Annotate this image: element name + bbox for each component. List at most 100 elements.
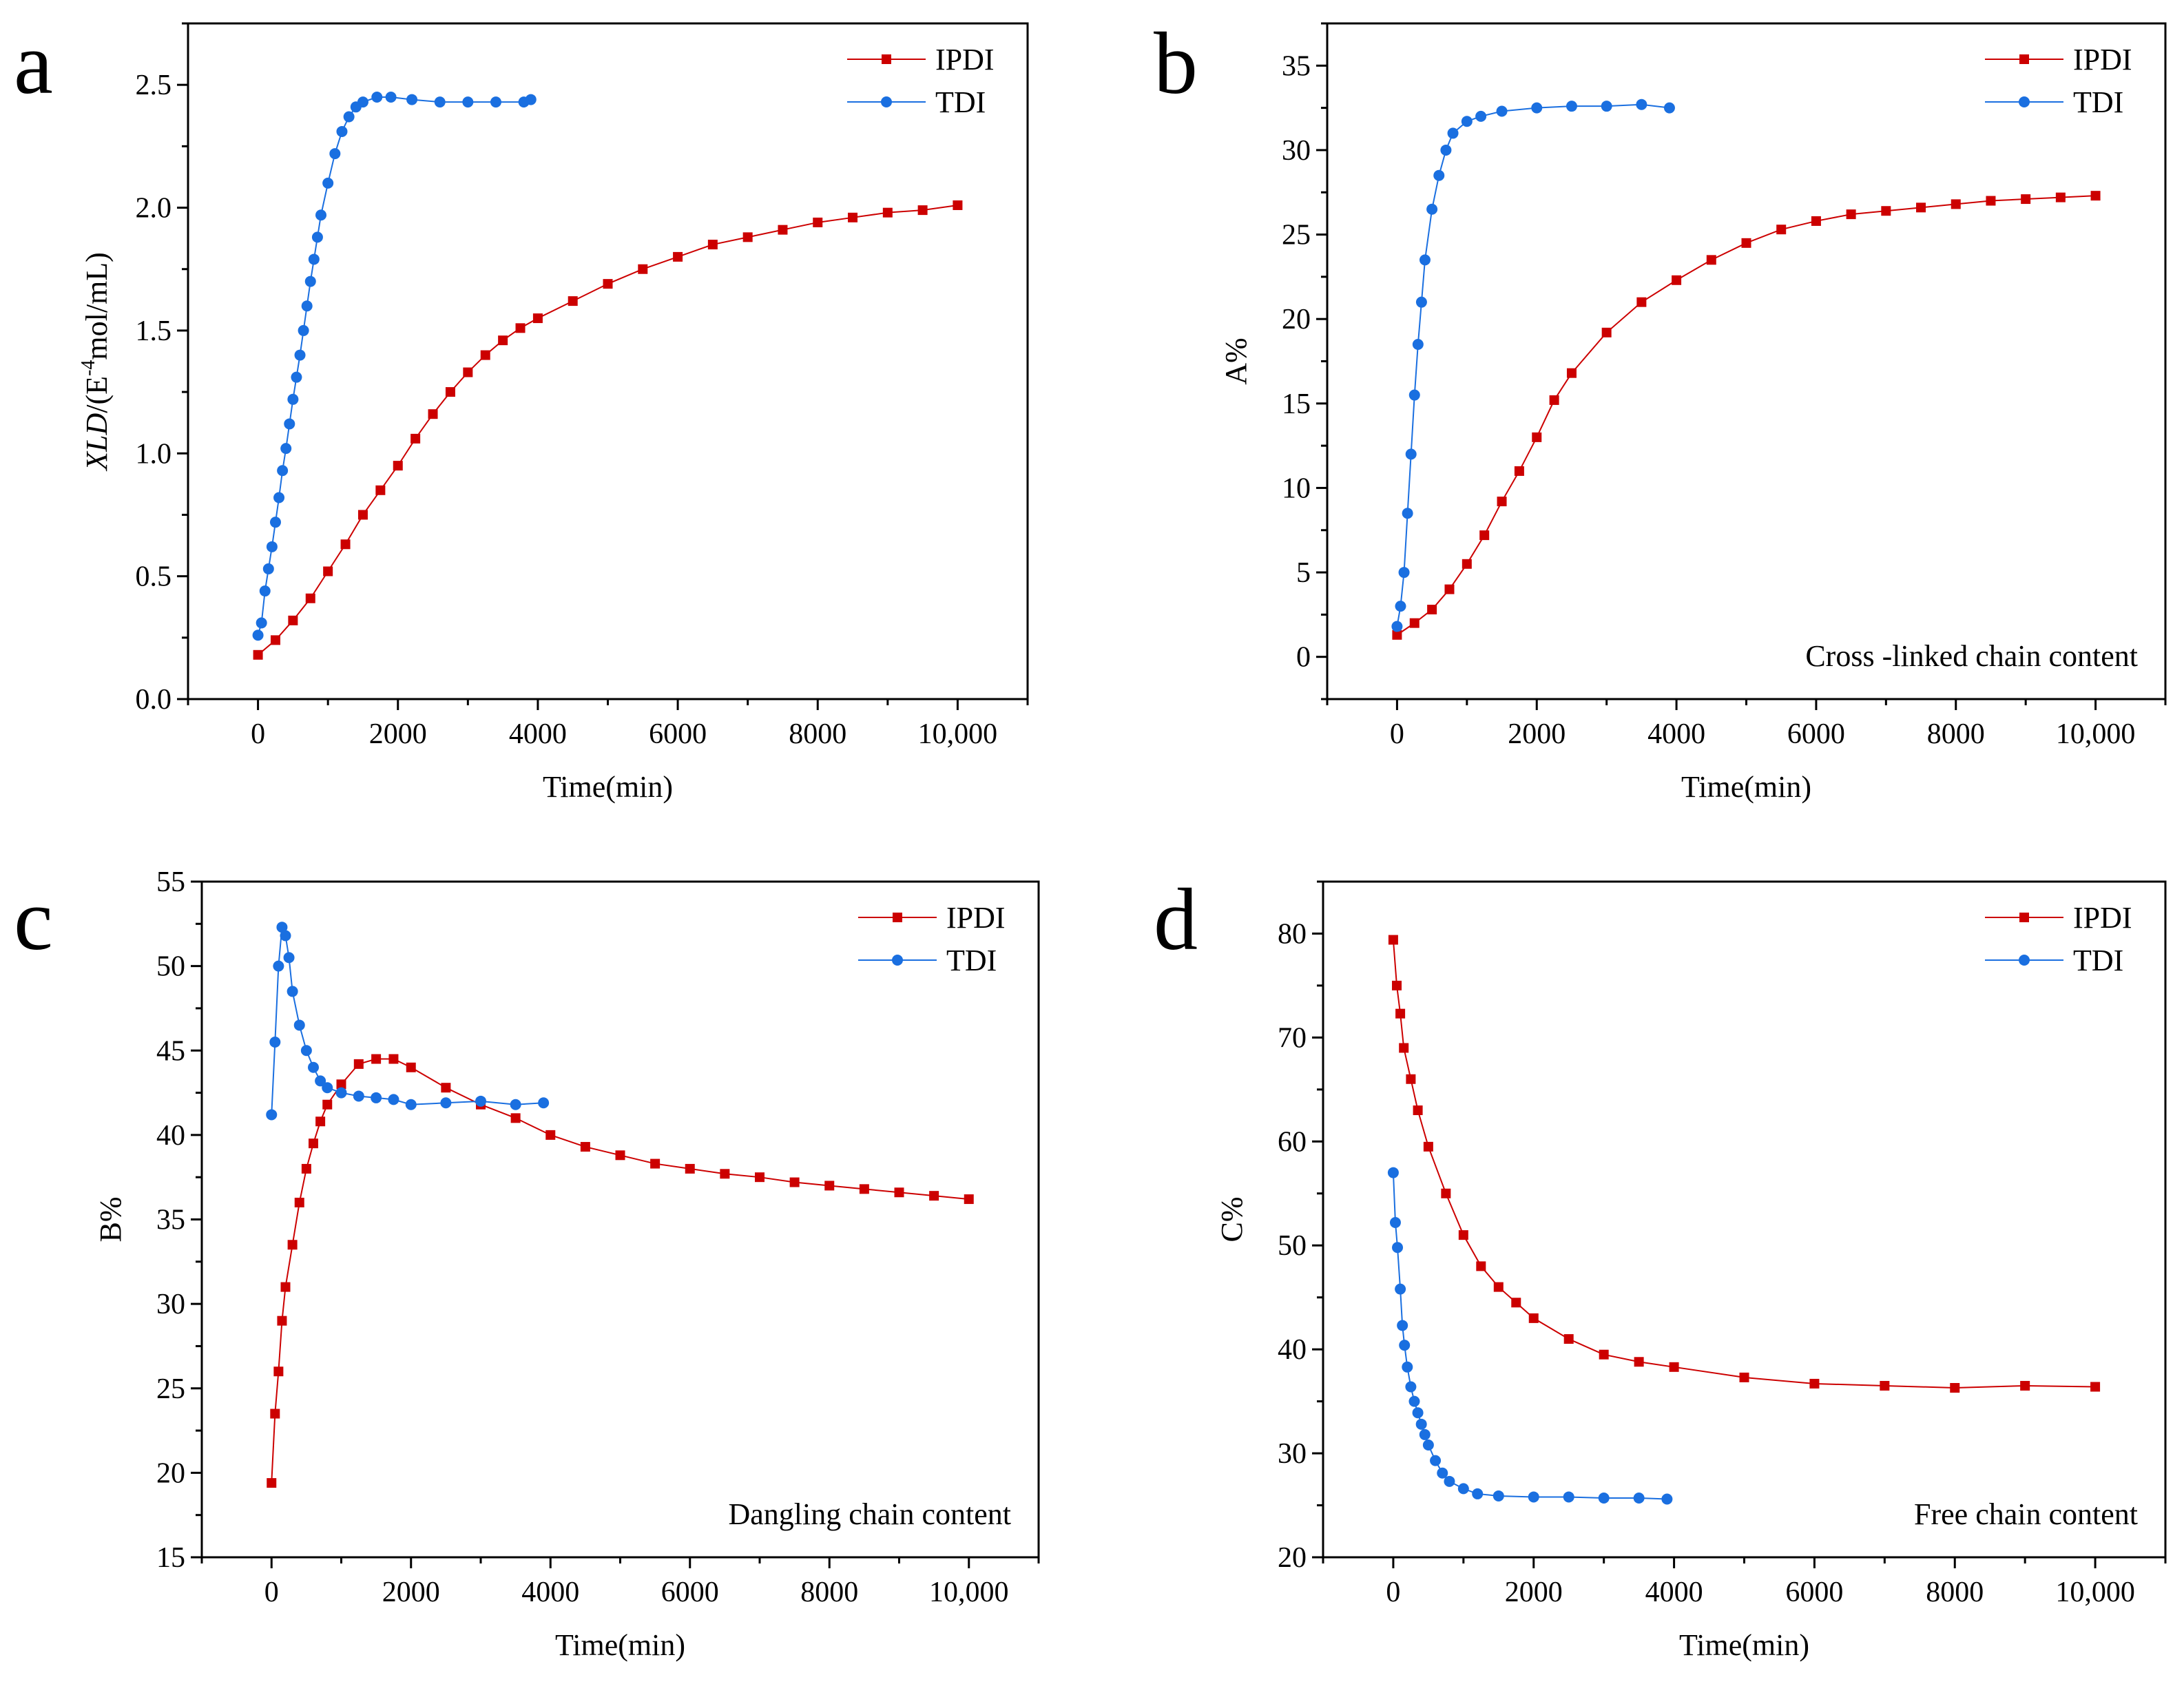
data-point-ipdi [615, 1150, 625, 1161]
data-point-ipdi [336, 1079, 346, 1090]
data-point-ipdi [1599, 1349, 1609, 1360]
data-point-ipdi [882, 207, 893, 218]
data-point-ipdi [309, 1139, 318, 1149]
data-point-ipdi [1423, 1141, 1433, 1152]
data-point-tdi [284, 418, 295, 430]
data-point-ipdi [1566, 368, 1577, 378]
data-point-tdi [475, 1095, 486, 1107]
data-point-ipdi [824, 1181, 835, 1191]
data-point-ipdi [280, 1282, 291, 1292]
data-point-tdi [1395, 601, 1406, 612]
series-line-tdi [1396, 103, 1670, 627]
legend-label-tdi: TDI [2073, 85, 2123, 119]
data-point-tdi [262, 563, 274, 574]
x-tick-label: 6000 [1787, 718, 1845, 750]
data-point-ipdi [650, 1158, 661, 1169]
data-point-ipdi [532, 313, 543, 324]
data-point-tdi [308, 253, 320, 265]
y-axis-title-text: A% [1219, 337, 1253, 384]
data-point-ipdi [273, 1366, 284, 1377]
data-point-tdi [406, 94, 418, 105]
data-point-tdi [298, 324, 309, 336]
series-line-ipdi [1392, 939, 2096, 1389]
data-point-ipdi [1741, 238, 1751, 248]
data-point-tdi [1422, 1439, 1434, 1451]
series-line-tdi [257, 96, 532, 636]
legend-marker-ipdi [893, 913, 902, 922]
data-point-ipdi [393, 461, 403, 471]
data-point-tdi [1387, 1167, 1399, 1178]
legend-marker-tdi [892, 955, 903, 966]
data-point-tdi [1444, 1475, 1455, 1487]
legend-marker-ipdi [882, 54, 891, 64]
data-point-ipdi [894, 1187, 904, 1198]
data-point-ipdi [1601, 327, 1612, 337]
data-point-ipdi [1409, 618, 1419, 628]
y-tick-label: 25 [1282, 220, 1311, 251]
data-point-ipdi [288, 615, 298, 625]
data-point-tdi [283, 952, 295, 964]
legend-label-tdi: TDI [946, 944, 997, 977]
data-point-ipdi [1881, 206, 1891, 216]
series-ipdi [1388, 935, 2101, 1393]
data-point-ipdi [1514, 466, 1524, 476]
x-tick-label: 4000 [1647, 718, 1705, 750]
data-point-ipdi [371, 1054, 382, 1064]
data-point-ipdi [685, 1163, 695, 1174]
y-tick-label: 50 [156, 951, 185, 983]
data-point-tdi [1419, 254, 1431, 266]
data-point-ipdi [1406, 1074, 1416, 1084]
data-point-tdi [322, 1082, 333, 1094]
plot-frame [1326, 22, 2167, 700]
data-point-tdi [1415, 1418, 1427, 1430]
legend: IPDI TDI [1985, 43, 2132, 119]
x-tick-label: 6000 [649, 718, 707, 750]
data-point-tdi [266, 1109, 278, 1121]
data-point-ipdi [515, 323, 526, 333]
y-tick-label: 55 [156, 866, 185, 898]
y-axis-title-text: B% [94, 1197, 127, 1243]
data-point-tdi [1566, 101, 1577, 112]
x-axis-title: Time(min) [1681, 770, 1811, 804]
data-point-ipdi [1392, 980, 1402, 990]
data-point-ipdi [929, 1191, 939, 1201]
data-point-tdi [252, 630, 264, 641]
data-point-ipdi [603, 279, 613, 289]
panel-a: a 0 2000 4000 6000 8000 10,000 Time(min) 0.0 0.5 1… [14, 14, 1029, 804]
data-point-tdi [525, 94, 537, 105]
data-point-ipdi [2021, 194, 2031, 205]
data-point-ipdi [2090, 191, 2101, 201]
series-line-tdi [1392, 1172, 1667, 1500]
data-point-ipdi [1951, 199, 1961, 209]
y-tick-label: 1.5 [136, 315, 172, 347]
data-point-ipdi [1739, 1372, 1749, 1382]
annotation: Cross -linked chain content [1805, 639, 2138, 673]
data-point-tdi [1496, 105, 1508, 117]
data-point-tdi [490, 96, 501, 108]
data-point-ipdi [1493, 1282, 1504, 1292]
data-point-ipdi [270, 635, 280, 645]
series-tdi [252, 92, 537, 641]
data-point-tdi [1447, 127, 1459, 139]
data-point-ipdi [1462, 559, 1472, 569]
legend-label-ipdi: IPDI [2073, 43, 2132, 76]
y-axis-title: XLD/(E-4mol/mL) [78, 252, 114, 472]
data-point-ipdi [1399, 1043, 1409, 1053]
data-point-tdi [1475, 110, 1487, 122]
data-point-tdi [1563, 1491, 1574, 1503]
data-point-ipdi [1479, 530, 1490, 541]
x-tick-label: 2000 [382, 1577, 440, 1608]
y-tick-label: 15 [156, 1542, 185, 1574]
y-tick-label: 35 [1282, 50, 1311, 82]
data-point-tdi [273, 960, 284, 972]
data-point-ipdi [1811, 216, 1821, 226]
legend-label-ipdi: IPDI [935, 43, 995, 76]
x-tick-label: 4000 [1645, 1577, 1703, 1608]
x-tick-label: 8000 [789, 718, 846, 750]
y-tick-label: 2.0 [136, 193, 172, 225]
y-tick-label: 20 [1282, 304, 1311, 335]
data-point-ipdi [388, 1054, 399, 1064]
y-tick-label: 35 [156, 1205, 185, 1236]
y-axis-title: A% [1219, 337, 1253, 384]
data-point-ipdi [917, 205, 928, 216]
